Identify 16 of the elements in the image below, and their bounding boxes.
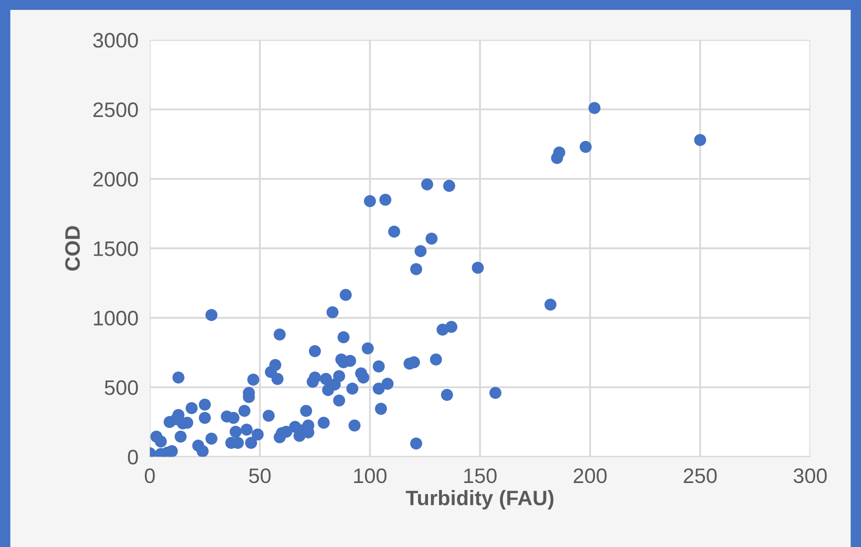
- y-tick-label: 1000: [94, 310, 138, 326]
- y-tick-label: 0: [128, 450, 138, 464]
- y-axis-title: COD: [65, 226, 80, 271]
- x-tick-label: 50: [249, 468, 271, 484]
- x-tick-label: 200: [574, 468, 607, 484]
- y-tick-label: 2500: [93, 102, 138, 118]
- x-tick-label: 0: [144, 468, 155, 484]
- x-tick-label: 250: [684, 468, 717, 484]
- x-tick-label: 150: [464, 468, 497, 484]
- x-tick-label: 100: [354, 468, 387, 484]
- y-tick-label: 2000: [93, 172, 138, 187]
- y-tick-label: 500: [104, 380, 138, 396]
- x-axis-title: Turbidity (FAU): [406, 490, 554, 510]
- y-tick-label: 3000: [93, 32, 138, 48]
- x-tick-label: 300: [794, 468, 827, 484]
- y-tick-label: 1500: [94, 241, 138, 256]
